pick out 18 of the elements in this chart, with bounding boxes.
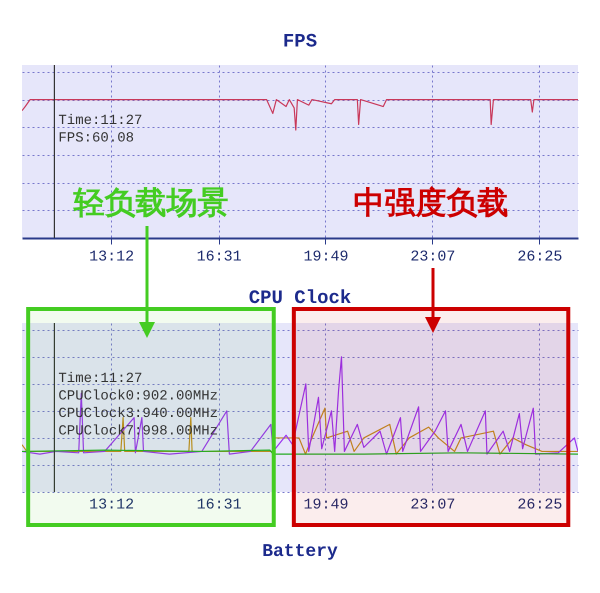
x-tick-label: 13:12 bbox=[89, 496, 134, 514]
x-tick-label: 13:12 bbox=[89, 248, 134, 266]
annotation: Time:11:27 bbox=[58, 371, 142, 387]
x-tick-label: 16:31 bbox=[196, 248, 242, 266]
band-label: 轻负载场景 bbox=[72, 184, 230, 223]
band-label: 中强度负载 bbox=[352, 184, 510, 223]
x-tick-label: 16:31 bbox=[196, 496, 242, 514]
x-tick-label: 26:25 bbox=[517, 496, 562, 514]
text: Battery bbox=[261, 542, 339, 562]
chart-title: FPS bbox=[282, 30, 318, 52]
x-tick-label: 19:49 bbox=[303, 496, 349, 514]
annotation: Time:11:27 bbox=[58, 113, 142, 129]
x-tick-label: 23:07 bbox=[410, 496, 456, 514]
x-tick-label: 19:49 bbox=[303, 248, 349, 266]
annotation: FPS:60.08 bbox=[58, 130, 134, 146]
x-tick-label: 23:07 bbox=[410, 248, 456, 266]
x-tick-label: 26:25 bbox=[517, 248, 562, 266]
chart-title: CPU Clock bbox=[248, 287, 352, 309]
